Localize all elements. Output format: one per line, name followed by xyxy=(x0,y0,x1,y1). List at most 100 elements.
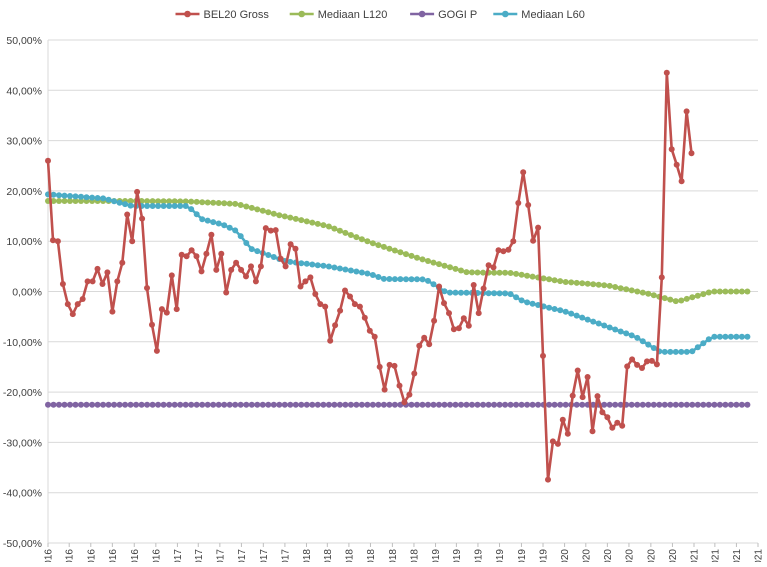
data-point xyxy=(683,295,690,302)
data-point xyxy=(634,288,641,295)
data-point xyxy=(127,202,134,209)
data-point xyxy=(243,203,250,210)
data-point xyxy=(436,283,443,290)
data-point xyxy=(595,320,602,327)
data-point xyxy=(358,269,365,276)
data-point xyxy=(314,262,321,269)
data-point xyxy=(579,401,586,408)
data-point xyxy=(419,401,426,408)
data-point xyxy=(177,401,184,408)
data-point xyxy=(727,333,734,340)
data-point xyxy=(612,284,619,290)
data-point xyxy=(232,200,239,207)
series-layer xyxy=(45,69,751,483)
data-point xyxy=(160,198,167,205)
data-point xyxy=(645,401,652,408)
data-point xyxy=(727,401,734,408)
data-point xyxy=(584,374,591,380)
data-point xyxy=(408,401,415,408)
data-point xyxy=(455,325,462,332)
data-point xyxy=(188,401,195,408)
y-tick-label: 10,00% xyxy=(6,236,42,248)
data-point xyxy=(711,401,718,408)
data-point xyxy=(111,401,118,408)
data-point xyxy=(149,321,155,328)
data-point xyxy=(711,288,718,295)
x-tick-label: 1/05/2016 xyxy=(86,549,97,562)
data-point xyxy=(545,476,551,483)
data-point xyxy=(535,302,542,308)
data-point xyxy=(546,401,553,408)
data-point xyxy=(606,324,613,331)
y-tick-label: 50,00% xyxy=(6,35,42,47)
data-point xyxy=(485,262,492,269)
data-point xyxy=(513,401,520,408)
data-point xyxy=(557,307,564,314)
data-point xyxy=(276,212,283,219)
data-point xyxy=(144,198,151,205)
data-point xyxy=(650,401,657,408)
data-point xyxy=(199,401,206,408)
legend-swatch-marker xyxy=(418,10,426,18)
data-point xyxy=(744,401,751,408)
data-point xyxy=(320,222,327,229)
data-point xyxy=(375,242,382,249)
data-point xyxy=(425,277,431,284)
data-point xyxy=(171,203,178,209)
data-point xyxy=(248,204,255,211)
data-point xyxy=(406,391,413,398)
data-point xyxy=(72,193,79,200)
data-point xyxy=(248,263,254,270)
data-point xyxy=(265,252,272,258)
x-tick-label: 1/03/2019 xyxy=(452,549,463,562)
data-point xyxy=(111,198,118,205)
data-point xyxy=(510,238,517,245)
data-point xyxy=(606,401,613,408)
data-point xyxy=(105,196,112,203)
data-point xyxy=(524,299,531,306)
data-point xyxy=(309,401,316,408)
data-point xyxy=(403,251,409,258)
data-point xyxy=(116,401,123,408)
data-point xyxy=(259,207,266,214)
data-point xyxy=(84,278,91,285)
data-point xyxy=(83,401,90,408)
data-point xyxy=(460,315,467,322)
data-point xyxy=(617,401,624,408)
data-point xyxy=(270,254,277,260)
data-point xyxy=(502,290,509,297)
x-tick-label: 1/07/2020 xyxy=(624,549,635,562)
data-point xyxy=(639,365,645,371)
data-point xyxy=(223,289,230,296)
data-point xyxy=(465,322,472,329)
data-point xyxy=(188,247,195,254)
data-point xyxy=(474,401,481,408)
data-point xyxy=(54,238,61,245)
data-point xyxy=(624,363,631,370)
data-point xyxy=(623,330,630,337)
data-point xyxy=(554,440,561,447)
x-tick-label: 1/09/2019 xyxy=(517,549,528,562)
data-point xyxy=(463,289,470,296)
data-point xyxy=(391,362,398,369)
data-point xyxy=(678,348,685,355)
data-point xyxy=(243,273,249,280)
data-point xyxy=(441,401,448,408)
x-tick-label: 1/01/2018 xyxy=(302,549,313,562)
data-point xyxy=(74,301,81,308)
data-point xyxy=(188,206,195,213)
data-point xyxy=(173,306,180,313)
data-point xyxy=(573,401,580,408)
data-point xyxy=(237,202,244,208)
data-point xyxy=(639,401,646,408)
data-point xyxy=(475,310,482,317)
data-point xyxy=(226,200,233,207)
data-point xyxy=(744,288,751,295)
data-point xyxy=(650,292,657,299)
data-point xyxy=(559,416,566,423)
data-point xyxy=(204,199,211,206)
legend-label: Mediaan L60 xyxy=(521,9,585,21)
x-tick-label: 1/01/2021 xyxy=(690,549,701,562)
data-point xyxy=(744,333,751,340)
data-point xyxy=(431,317,438,324)
